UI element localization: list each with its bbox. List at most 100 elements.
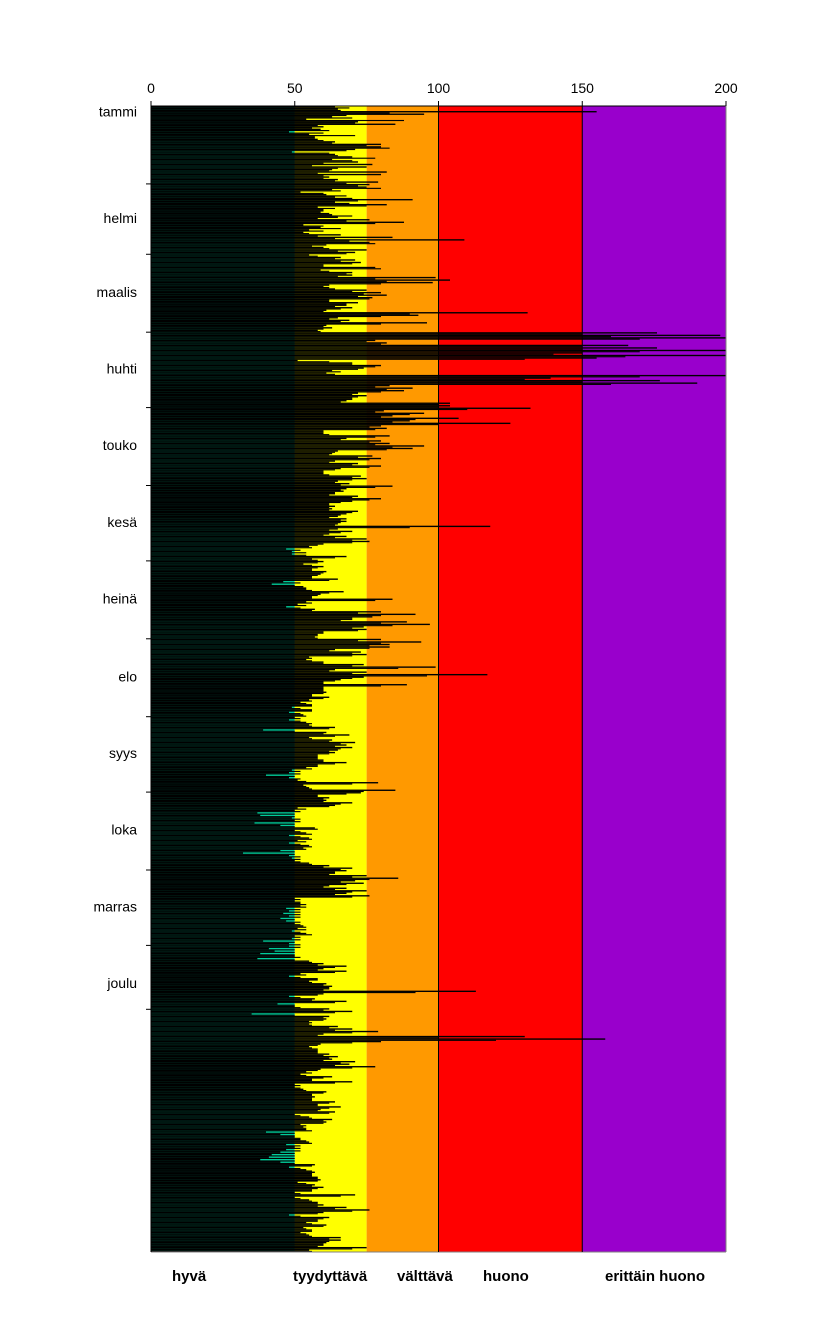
- bar-s0-day-354: [151, 995, 289, 998]
- bar-s1-day-122: [151, 413, 410, 416]
- bar-s1-day-115: [151, 396, 358, 398]
- bar-s1-day-19: [151, 155, 338, 157]
- bar-s1-day-382: [151, 1067, 353, 1069]
- bar-s0-day-174: [151, 543, 324, 545]
- bar-s0-day-109: [151, 379, 660, 382]
- bar-s1-day-314: [151, 896, 353, 898]
- bar-s1-day-301: [151, 863, 312, 865]
- bar-s1-day-83: [151, 315, 381, 318]
- bar-s0-day-292: [151, 839, 298, 842]
- bar-s0-day-382: [151, 1066, 376, 1068]
- bar-s1-day-10: [151, 132, 324, 134]
- x-tick-label-50: 50: [287, 80, 303, 96]
- bar-s0-day-1: [151, 108, 338, 110]
- bar-s0-day-4: [151, 116, 333, 118]
- bar-s0-day-407: [151, 1128, 307, 1131]
- bar-s0-day-220: [151, 658, 307, 661]
- bar-s1-day-120: [151, 408, 468, 411]
- bar-s0-day-183: [151, 565, 324, 568]
- bar-s0-day-248: [151, 729, 264, 731]
- bar-s1-day-203: [151, 617, 353, 619]
- bar-s1-day-416: [151, 1152, 295, 1154]
- bar-s0-day-337: [151, 952, 261, 955]
- bar-s0-day-324: [151, 920, 287, 922]
- bar-s0-day-358: [151, 1005, 295, 1008]
- month-label-elo: elo: [118, 668, 137, 684]
- bar-s0-day-282: [151, 814, 261, 817]
- bar-s0-day-344: [151, 970, 347, 972]
- bar-s1-day-381: [151, 1064, 335, 1067]
- month-label-kesä: kesä: [107, 514, 137, 530]
- bar-s1-day-198: [151, 604, 307, 607]
- bar-s0-day-327: [151, 927, 298, 930]
- bar-s0-day-258: [151, 754, 318, 756]
- bar-s0-day-440: [151, 1211, 324, 1214]
- bar-s0-day-452: [151, 1241, 327, 1244]
- bar-s1-day-298: [151, 856, 301, 858]
- bar-s0-day-43: [151, 214, 333, 216]
- bar-s1-day-102: [151, 363, 353, 365]
- bar-s0-day-73: [151, 289, 367, 291]
- bar-s0-day-200: [151, 608, 315, 611]
- zone-label-4: erittäin huono: [605, 1268, 705, 1285]
- bar-s1-day-64: [151, 268, 381, 270]
- bar-s0-day-18: [151, 151, 292, 153]
- bar-s1-day-132: [151, 439, 341, 441]
- bar-s0-day-242: [151, 714, 304, 716]
- bar-s0-day-15: [151, 143, 381, 146]
- bar-s1-day-409: [151, 1135, 295, 1137]
- bar-s0-day-142: [151, 462, 358, 465]
- bar-s1-day-50: [151, 233, 310, 235]
- bar-s1-day-408: [151, 1132, 295, 1134]
- bar-s0-day-23: [151, 163, 373, 166]
- bar-s1-day-208: [151, 630, 358, 632]
- bar-s1-day-345: [151, 974, 307, 976]
- bar-s0-day-368: [151, 1030, 379, 1033]
- bar-s1-day-276: [151, 801, 324, 803]
- bar-s1-day-446: [151, 1228, 307, 1230]
- bar-s1-day-419: [151, 1160, 295, 1162]
- bar-s0-day-405: [151, 1123, 301, 1126]
- bar-s1-day-65: [151, 270, 330, 272]
- bar-s1-day-46: [151, 222, 376, 225]
- bar-s0-day-434: [151, 1196, 295, 1199]
- bar-s0-day-316: [151, 900, 295, 902]
- bar-s1-day-131: [151, 436, 376, 438]
- bar-s1-day-251: [151, 738, 312, 740]
- bar-s1-day-196: [151, 599, 376, 602]
- bar-s1-day-31: [151, 185, 358, 187]
- bar-s1-day-100: [151, 358, 525, 360]
- bar-s1-day-135: [151, 446, 393, 448]
- bar-s1-day-40: [151, 207, 335, 210]
- bar-s1-day-311: [151, 888, 335, 891]
- bar-s0-day-68: [151, 276, 436, 279]
- bar-s1-day-249: [151, 733, 324, 735]
- bar-s0-day-46: [151, 221, 404, 223]
- bar-s0-day-162: [151, 513, 347, 515]
- bar-s0-day-423: [151, 1169, 307, 1171]
- bar-s1-day-97: [151, 351, 640, 353]
- bar-s1-day-41: [151, 210, 324, 212]
- bar-s0-day-455: [151, 1249, 310, 1251]
- bar-s0-day-424: [151, 1171, 315, 1173]
- bar-s0-day-191: [151, 586, 304, 588]
- bar-s0-day-144: [151, 467, 341, 470]
- bar-s0-day-432: [151, 1191, 295, 1194]
- bar-s0-day-206: [151, 623, 430, 626]
- bar-s1-day-243: [151, 718, 301, 720]
- bar-s1-day-405: [151, 1125, 307, 1127]
- bar-s1-day-384: [151, 1072, 312, 1074]
- bar-s0-day-232: [151, 689, 324, 691]
- bar-s0-day-305: [151, 872, 335, 874]
- bar-s1-day-261: [151, 763, 335, 765]
- bar-s1-day-33: [151, 190, 341, 192]
- bar-s0-day-418: [151, 1156, 269, 1158]
- bar-s0-day-252: [151, 739, 333, 741]
- bar-s0-day-342: [151, 965, 347, 967]
- bar-s0-day-247: [151, 726, 335, 729]
- bar-s1-day-126: [151, 424, 439, 426]
- bar-s1-day-231: [151, 687, 324, 690]
- bar-s1-day-181: [151, 562, 318, 564]
- bar-s0-day-263: [151, 766, 307, 769]
- bar-s0-day-390: [151, 1086, 295, 1088]
